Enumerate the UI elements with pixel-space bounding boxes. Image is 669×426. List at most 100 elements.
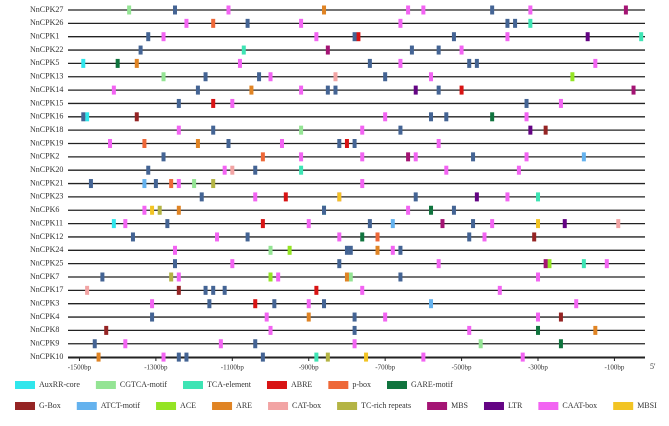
element-mark [536, 272, 541, 282]
element-mark [364, 352, 369, 362]
legend-label: ACE [180, 401, 196, 410]
element-mark [429, 72, 434, 82]
element-mark [459, 45, 464, 55]
element-mark [268, 72, 273, 82]
element-mark [241, 45, 246, 55]
gene-label: NnCPK8 [30, 325, 59, 334]
x-tick-label: -1100bp [221, 364, 245, 372]
element-mark [176, 205, 181, 215]
element-mark [375, 232, 380, 242]
element-mark [623, 5, 628, 15]
element-mark [536, 192, 541, 202]
element-mark [558, 339, 563, 349]
element-mark [474, 58, 479, 68]
element-mark [413, 85, 418, 95]
gene-label: NnCPK9 [30, 339, 59, 348]
element-mark [429, 205, 434, 215]
element-mark [524, 152, 529, 162]
legend-swatch [15, 381, 35, 389]
gene-label: NnCPK3 [30, 299, 59, 308]
x-tick-label: -1300bp [144, 364, 168, 372]
x-tick-label: -100bp [605, 364, 625, 372]
element-mark [184, 18, 189, 28]
gene-label: NnCPK18 [30, 125, 63, 134]
element-mark [524, 112, 529, 122]
element-mark [444, 165, 449, 175]
element-mark [593, 325, 598, 335]
element-mark [142, 205, 147, 215]
element-mark [558, 312, 563, 322]
gene-label: NnCPK23 [30, 192, 63, 201]
element-mark [161, 72, 166, 82]
element-mark [505, 18, 510, 28]
element-mark [616, 219, 621, 229]
element-mark [367, 58, 372, 68]
element-mark [264, 312, 269, 322]
element-mark [211, 285, 216, 295]
element-mark [398, 18, 403, 28]
element-mark [226, 139, 231, 148]
x-tick-label: -700bp [375, 364, 395, 372]
element-mark [260, 219, 265, 229]
element-mark [230, 165, 235, 175]
element-mark [570, 72, 575, 82]
gene-label: NnCPK27 [30, 5, 63, 14]
element-mark [383, 112, 388, 122]
legend-label: ATCT-motif [101, 401, 141, 410]
element-mark [314, 352, 319, 362]
element-mark [360, 152, 365, 162]
element-mark [306, 219, 311, 229]
element-mark [268, 245, 273, 255]
element-mark [237, 58, 242, 68]
legend-label: MBS [451, 401, 468, 410]
element-mark [272, 299, 277, 309]
gene-label: NnCPK24 [30, 245, 63, 254]
legend-label: ARE [236, 401, 252, 410]
element-mark [451, 32, 456, 42]
element-mark [478, 339, 483, 349]
element-mark [165, 219, 170, 229]
element-mark [195, 139, 200, 148]
element-mark [299, 152, 304, 162]
element-mark [631, 85, 636, 95]
element-mark [306, 299, 311, 309]
element-mark [528, 5, 533, 15]
element-mark [215, 232, 220, 242]
legend-swatch [95, 381, 116, 389]
legend-swatch [538, 402, 559, 410]
gene-label: NnCPK10 [30, 352, 63, 361]
element-mark [322, 299, 327, 309]
element-mark [429, 112, 434, 122]
element-mark [436, 259, 441, 269]
element-mark [111, 219, 116, 229]
element-mark [146, 32, 151, 42]
element-mark [253, 192, 258, 202]
element-mark [585, 32, 590, 42]
legend-swatch [328, 381, 349, 389]
element-mark [169, 179, 174, 189]
legend-label: CAT-box [292, 401, 321, 410]
element-mark [230, 259, 235, 269]
element-mark [283, 192, 288, 202]
legend-label: G-Box [39, 401, 61, 410]
element-mark [92, 339, 97, 349]
element-mark [222, 285, 227, 295]
element-mark [513, 18, 518, 28]
legend-label: TCA-element [207, 380, 252, 389]
element-mark [127, 5, 132, 15]
element-mark [536, 312, 541, 322]
element-mark [245, 232, 250, 242]
element-mark [383, 312, 388, 322]
element-mark [490, 219, 495, 229]
element-mark [299, 125, 304, 135]
element-mark [558, 98, 563, 108]
element-mark [344, 272, 349, 282]
element-mark [436, 45, 441, 55]
element-mark [344, 139, 349, 148]
legend-swatch [156, 402, 177, 410]
element-mark [474, 192, 479, 202]
element-mark [299, 18, 304, 28]
element-mark [337, 232, 342, 242]
element-mark [276, 272, 281, 282]
